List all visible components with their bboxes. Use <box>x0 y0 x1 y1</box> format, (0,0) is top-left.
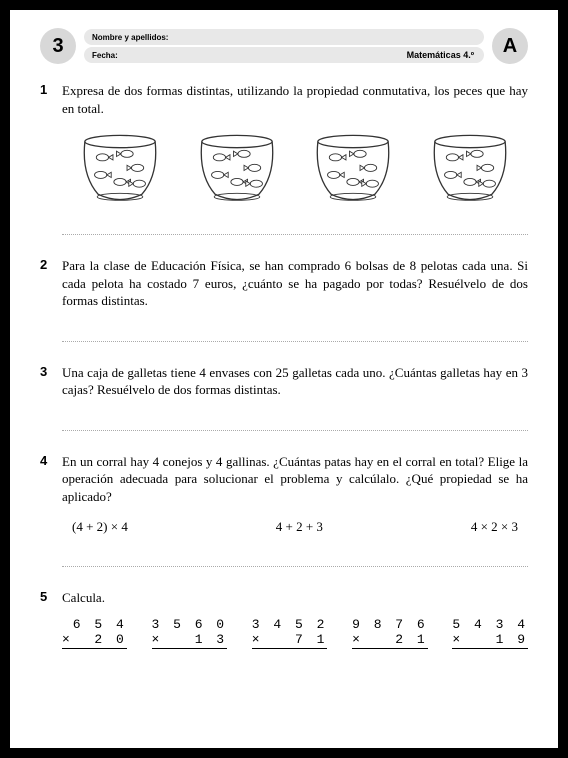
calc-1: 6 5 4 × 2 0 <box>62 617 127 649</box>
calc-5: 5 4 3 4 × 1 9 <box>452 617 528 649</box>
date-label: Fecha: <box>92 51 118 60</box>
calc-top: 6 5 4 <box>62 617 127 632</box>
exercise-body: En un corral hay 4 conejos y 4 gallinas.… <box>62 453 528 568</box>
exercise-5: 5 Calcula. 6 5 4 × 2 0 3 5 6 0 × 1 3 3 4… <box>40 589 528 649</box>
exercise-body: Para la clase de Educación Física, se ha… <box>62 257 528 342</box>
exercise-body: Calcula. 6 5 4 × 2 0 3 5 6 0 × 1 3 3 4 5… <box>62 589 528 649</box>
header-fields: Nombre y apellidos: Fecha: Matemáticas 4… <box>84 29 484 63</box>
calc-top: 5 4 3 4 <box>452 617 528 632</box>
page-number-badge: 3 <box>40 28 76 64</box>
exercise-number: 4 <box>40 453 54 568</box>
exercise-text: Calcula. <box>62 589 528 607</box>
calc-bottom: × 1 3 <box>152 632 228 649</box>
exercise-number: 3 <box>40 364 54 431</box>
calc-top: 3 4 5 2 <box>252 617 328 632</box>
exercise-text: Para la clase de Educación Física, se ha… <box>62 257 528 310</box>
fishbowl-icon <box>76 131 164 203</box>
option-a: (4 + 2) × 4 <box>72 519 128 535</box>
exercise-3: 3 Una caja de galletas tiene 4 envases c… <box>40 364 528 431</box>
answer-line[interactable] <box>62 549 528 567</box>
fishbowl-row <box>62 131 528 203</box>
calculations-row: 6 5 4 × 2 0 3 5 6 0 × 1 3 3 4 5 2 × 7 1 … <box>62 617 528 649</box>
option-b: 4 + 2 + 3 <box>276 519 323 535</box>
exercise-1: 1 Expresa de dos formas distintas, utili… <box>40 82 528 235</box>
calc-3: 3 4 5 2 × 7 1 <box>252 617 328 649</box>
options-row: (4 + 2) × 4 4 + 2 + 3 4 × 2 × 3 <box>62 519 528 535</box>
fishbowl-icon <box>426 131 514 203</box>
calc-bottom: × 7 1 <box>252 632 328 649</box>
exercise-2: 2 Para la clase de Educación Física, se … <box>40 257 528 342</box>
calc-top: 3 5 6 0 <box>152 617 228 632</box>
answer-line[interactable] <box>62 217 528 235</box>
date-field[interactable]: Fecha: Matemáticas 4.º <box>84 47 484 63</box>
calc-2: 3 5 6 0 × 1 3 <box>152 617 228 649</box>
exercise-body: Expresa de dos formas distintas, utiliza… <box>62 82 528 235</box>
calc-bottom: × 2 1 <box>352 632 428 649</box>
calc-bottom: × 2 0 <box>62 632 127 649</box>
exercise-4: 4 En un corral hay 4 conejos y 4 gallina… <box>40 453 528 568</box>
subject-label: Matemáticas 4.º <box>407 50 474 60</box>
fishbowl-icon <box>193 131 281 203</box>
answer-line[interactable] <box>62 324 528 342</box>
name-field[interactable]: Nombre y apellidos: <box>84 29 484 45</box>
variant-badge: A <box>492 28 528 64</box>
header-bar: 3 Nombre y apellidos: Fecha: Matemáticas… <box>40 28 528 64</box>
calc-top: 9 8 7 6 <box>352 617 428 632</box>
answer-line[interactable] <box>62 413 528 431</box>
exercise-number: 5 <box>40 589 54 649</box>
option-c: 4 × 2 × 3 <box>471 519 518 535</box>
fishbowl-icon <box>309 131 397 203</box>
exercise-text: Expresa de dos formas distintas, utiliza… <box>62 82 528 117</box>
calc-4: 9 8 7 6 × 2 1 <box>352 617 428 649</box>
exercise-text: En un corral hay 4 conejos y 4 gallinas.… <box>62 453 528 506</box>
exercise-number: 2 <box>40 257 54 342</box>
worksheet-page: 3 Nombre y apellidos: Fecha: Matemáticas… <box>10 10 558 748</box>
name-label: Nombre y apellidos: <box>92 33 168 42</box>
exercise-body: Una caja de galletas tiene 4 envases con… <box>62 364 528 431</box>
calc-bottom: × 1 9 <box>452 632 528 649</box>
exercise-number: 1 <box>40 82 54 235</box>
exercise-text: Una caja de galletas tiene 4 envases con… <box>62 364 528 399</box>
